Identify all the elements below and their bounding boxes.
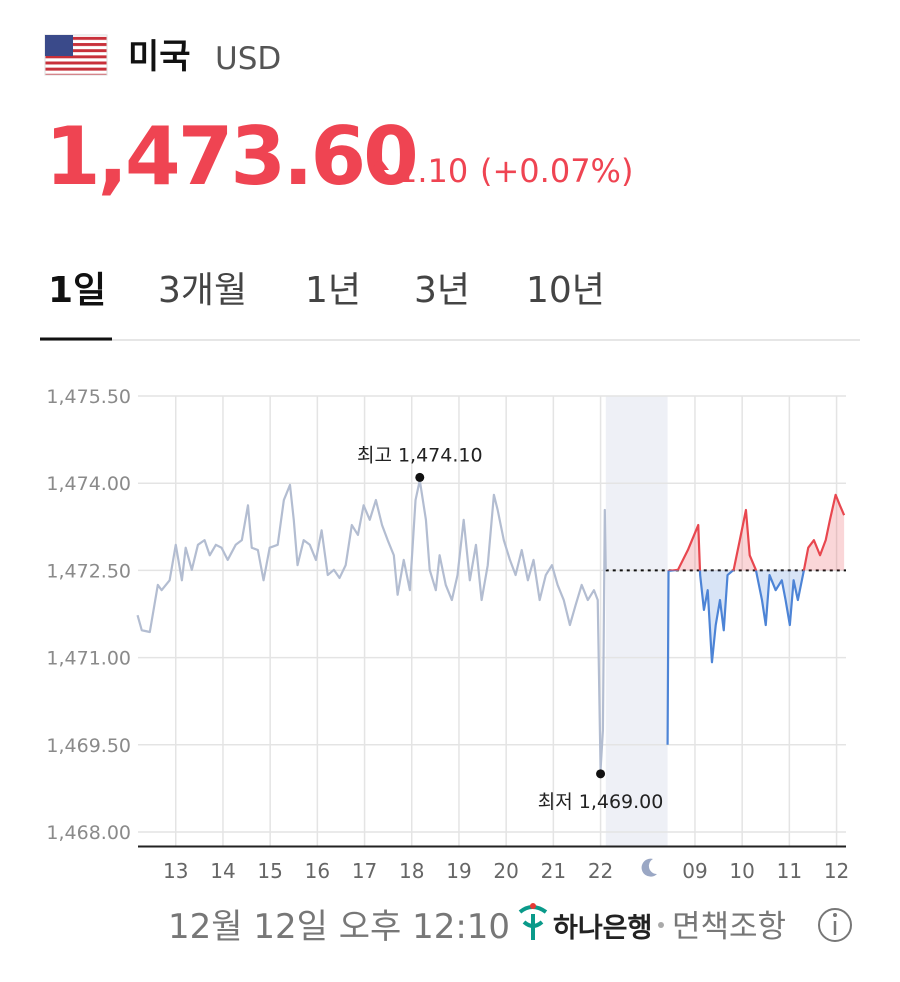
x-tick-label: 22 (588, 859, 613, 883)
change: 1.10 (397, 152, 468, 190)
annotation-marker (415, 472, 425, 482)
disclaimer[interactable]: 면책조항 (672, 909, 786, 945)
up-arrow (371, 158, 389, 170)
annotation-label: 최고 1,474.10 (357, 444, 483, 466)
x-tick-label: 19 (446, 859, 471, 883)
x-tick-label: 09 (682, 859, 707, 883)
flag (44, 34, 108, 76)
y-tick-label: 1,475.50 (46, 386, 131, 408)
y-tick-label: 1,468.00 (46, 822, 131, 844)
x-tick-label: 16 (305, 859, 330, 883)
tab[interactable]: 1년 (305, 270, 361, 311)
x-tick-label: 13 (163, 859, 188, 883)
annotation-label: 최저 1,469.00 (538, 791, 664, 813)
x-tick-label: 18 (399, 859, 424, 883)
x-tick-label: 20 (493, 859, 518, 883)
line (666, 493, 846, 745)
tab[interactable]: 3개월 (158, 270, 247, 311)
price: 1,473.60 (45, 110, 416, 203)
tab[interactable]: 3년 (414, 270, 470, 311)
x-tick-label: 10 (729, 859, 754, 883)
y-tick-label: 1,469.50 (46, 735, 131, 757)
currency: USD (215, 41, 281, 77)
x-tick-label: 21 (541, 859, 566, 883)
chart: 1,468.00 1,469.50 1,471.00 1,472.50 1,474.00… (46, 386, 849, 883)
x-tick-label: 17 (352, 859, 377, 883)
separator (658, 922, 664, 928)
night-band (605, 396, 668, 847)
tab[interactable]: 10년 (526, 270, 605, 311)
country: 미국 (128, 37, 191, 77)
x-tick-label: 11 (777, 859, 802, 883)
x-tick-label: 12 (824, 859, 849, 883)
annotation-marker (596, 769, 606, 779)
y-tick-label: 1,474.00 (46, 473, 131, 495)
x-tick-label: 14 (210, 859, 235, 883)
y-tick-label: 1,472.50 (46, 560, 131, 582)
y-tick-label: 1,471.00 (46, 648, 131, 670)
info-icon[interactable] (818, 908, 852, 942)
x-tick-label: 15 (257, 859, 282, 883)
bank-logo (518, 903, 548, 940)
change-percent: (+0.07%) (480, 152, 633, 190)
bank-name: 하나은행 (553, 913, 652, 944)
line (136, 479, 607, 771)
tab[interactable]: 1일 (48, 270, 106, 311)
night-icon (641, 858, 657, 877)
timestamp: 12월 12일 오후 12:10 (168, 907, 510, 947)
tab-bar: 1일 3개월 1년 3년 10년 (40, 270, 605, 341)
